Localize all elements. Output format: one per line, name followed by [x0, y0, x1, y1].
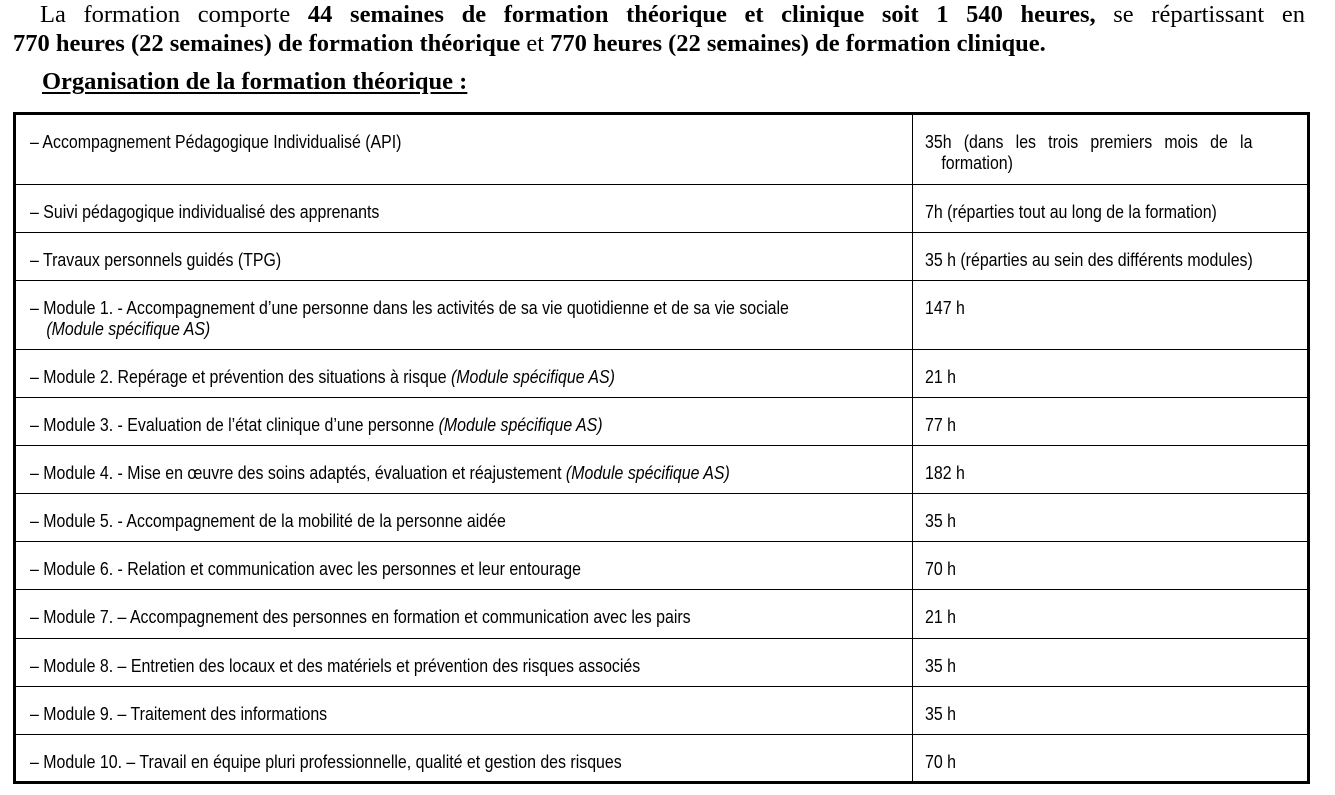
module-note: (Module spécifique AS) — [438, 414, 603, 435]
module-cell: – Module 1. - Accompagnement d’une perso… — [13, 280, 914, 350]
table-row: – Module 9. – Traitement des information… — [13, 686, 1309, 735]
hours-value: 182 h — [925, 462, 966, 483]
module-label-line: – Travaux personnels guidés (TPG) — [30, 249, 789, 270]
table-row: – Travaux personnels guidés (TPG) 35 h (r… — [13, 232, 1309, 281]
module-label: – Module 1. - Accompagnement d’une perso… — [30, 297, 789, 318]
module-label: – Module 9. – Traitement des information… — [30, 703, 328, 724]
module-label-line: – Module 4. - Mise en œuvre des soins ad… — [30, 462, 789, 483]
module-note: (Module spécifique AS) — [46, 318, 211, 339]
module-label: – Module 8. – Entretien des locaux et de… — [30, 655, 641, 676]
module-label: – Module 4. - Mise en œuvre des soins ad… — [30, 462, 566, 483]
hours-cell: 35h (dans les trois premiers mois de la f… — [912, 113, 1309, 185]
module-label: – Suivi pédagogique individualisé des ap… — [30, 201, 380, 222]
module-note: (Module spécifique AS) — [450, 366, 615, 387]
table-row: – Module 7. – Accompagnement des personn… — [13, 589, 1309, 639]
module-cell: – Suivi pédagogique individualisé des ap… — [13, 184, 914, 233]
module-label-line: – Module 8. – Entretien des locaux et de… — [30, 655, 789, 676]
hours-cell: 21 h — [912, 349, 1309, 398]
module-label: – Module 2. Repérage et prévention des s… — [30, 366, 451, 387]
training-table: – Accompagnement Pédagogique Individuali… — [13, 112, 1310, 784]
hours-value: 35 h — [925, 703, 957, 724]
intro-line-2: 770 heures (22 semaines) de formation th… — [13, 29, 1305, 58]
intro-text: et — [520, 30, 551, 57]
module-label-line: – Suivi pédagogique individualisé des ap… — [30, 201, 789, 222]
hours-cell: 77 h — [912, 397, 1309, 446]
module-cell: – Module 6. - Relation et communication … — [13, 541, 914, 590]
table-row: – Module 4. - Mise en œuvre des soins ad… — [13, 445, 1309, 494]
hours-value: 70 h — [925, 751, 957, 772]
module-cell: – Module 5. - Accompagnement de la mobil… — [13, 493, 914, 542]
hours-value: 21 h — [925, 366, 957, 387]
module-label-line: – Module 9. – Traitement des information… — [30, 703, 789, 724]
module-cell: – Module 4. - Mise en œuvre des soins ad… — [13, 445, 914, 494]
module-label: – Module 3. - Evaluation de l’état clini… — [30, 414, 439, 435]
intro-bold: 770 heures (22 semaines) de formation th… — [13, 30, 521, 57]
hours-value: 35h (dans les trois premiers mois de la — [925, 131, 1253, 152]
module-label-line: – Module 6. - Relation et communication … — [30, 558, 789, 579]
table-row: – Module 1. - Accompagnement d’une perso… — [13, 280, 1309, 350]
intro-bold: 44 semaines de formation théorique et cl… — [307, 1, 1096, 28]
table-row: – Module 2. Repérage et prévention des s… — [13, 349, 1309, 398]
intro-bold: 770 heures (22 semaines) de formation cl… — [550, 30, 1046, 57]
module-label-line: – Module 5. - Accompagnement de la mobil… — [30, 510, 789, 531]
module-cell: – Module 2. Repérage et prévention des s… — [13, 349, 914, 398]
table-row: – Suivi pédagogique individualisé des ap… — [13, 184, 1309, 233]
intro-text: se répartissant en — [1095, 1, 1305, 28]
hours-cell: 70 h — [912, 734, 1309, 783]
intro-paragraph: La formation comporte 44 semaines de for… — [13, 0, 1305, 58]
table-row: – Module 6. - Relation et communication … — [13, 541, 1309, 590]
hours-value: 21 h — [925, 606, 957, 627]
module-note: (Module spécifique AS) — [565, 462, 730, 483]
hours-cell: 147 h — [912, 280, 1309, 350]
module-label: – Module 5. - Accompagnement de la mobil… — [30, 510, 506, 531]
hours-value: 70 h — [925, 558, 957, 579]
hours-value: 147 h — [925, 297, 966, 318]
intro-text: La formation comporte — [40, 1, 308, 28]
section-heading: Organisation de la formation théorique : — [42, 68, 468, 95]
module-label: – Travaux personnels guidés (TPG) — [30, 249, 282, 270]
hours-value: 35 h — [925, 510, 957, 531]
hours-cell: 7h (réparties tout au long de la formati… — [912, 184, 1309, 233]
module-label: – Module 6. - Relation et communication … — [30, 558, 581, 579]
hours-cell: 35 h — [912, 686, 1309, 735]
hours-value: 35 h (réparties au sein des différents m… — [925, 249, 1254, 270]
module-cell: – Module 7. – Accompagnement des personn… — [13, 589, 914, 639]
hours-value: 7h (réparties tout au long de la formati… — [925, 201, 1218, 222]
module-label: – Module 10. – Travail en équipe pluri p… — [30, 751, 622, 772]
table-row: – Module 3. - Evaluation de l’état clini… — [13, 397, 1309, 446]
hours-cell: 182 h — [912, 445, 1309, 494]
module-cell: – Module 8. – Entretien des locaux et de… — [13, 638, 914, 687]
table-row: – Module 10. – Travail en équipe pluri p… — [13, 734, 1309, 783]
module-label-line: – Accompagnement Pédagogique Individuali… — [30, 131, 789, 152]
module-label-line: – Module 3. - Evaluation de l’état clini… — [30, 414, 789, 435]
module-label-line: – Module 1. - Accompagnement d’une perso… — [30, 297, 789, 318]
module-label: – Accompagnement Pédagogique Individuali… — [30, 131, 402, 152]
intro-line-1: La formation comporte 44 semaines de for… — [13, 0, 1305, 29]
module-label-line: – Module 2. Repérage et prévention des s… — [30, 366, 789, 387]
module-cell: – Module 10. – Travail en équipe pluri p… — [13, 734, 914, 783]
hours-value-cont: formation) — [941, 152, 1014, 173]
hours-cell: 35 h — [912, 638, 1309, 687]
module-cell: – Module 9. – Traitement des information… — [13, 686, 914, 735]
module-cell: – Accompagnement Pédagogique Individuali… — [13, 113, 914, 185]
hours-cell: 70 h — [912, 541, 1309, 590]
hours-cell: 21 h — [912, 589, 1309, 639]
hours-value: 77 h — [925, 414, 957, 435]
table-row: – Accompagnement Pédagogique Individuali… — [13, 113, 1309, 185]
module-cell: – Travaux personnels guidés (TPG) — [13, 232, 914, 281]
table-row: – Module 8. – Entretien des locaux et de… — [13, 638, 1309, 687]
module-cell: – Module 3. - Evaluation de l’état clini… — [13, 397, 914, 446]
module-label-line: – Module 7. – Accompagnement des personn… — [30, 606, 789, 627]
hours-value: 35 h — [925, 655, 957, 676]
hours-cell: 35 h — [912, 493, 1309, 542]
module-label: – Module 7. – Accompagnement des personn… — [30, 606, 691, 627]
module-label-line: – Module 10. – Travail en équipe pluri p… — [30, 751, 789, 772]
hours-cell: 35 h (réparties au sein des différents m… — [912, 232, 1309, 281]
table-row: – Module 5. - Accompagnement de la mobil… — [13, 493, 1309, 542]
